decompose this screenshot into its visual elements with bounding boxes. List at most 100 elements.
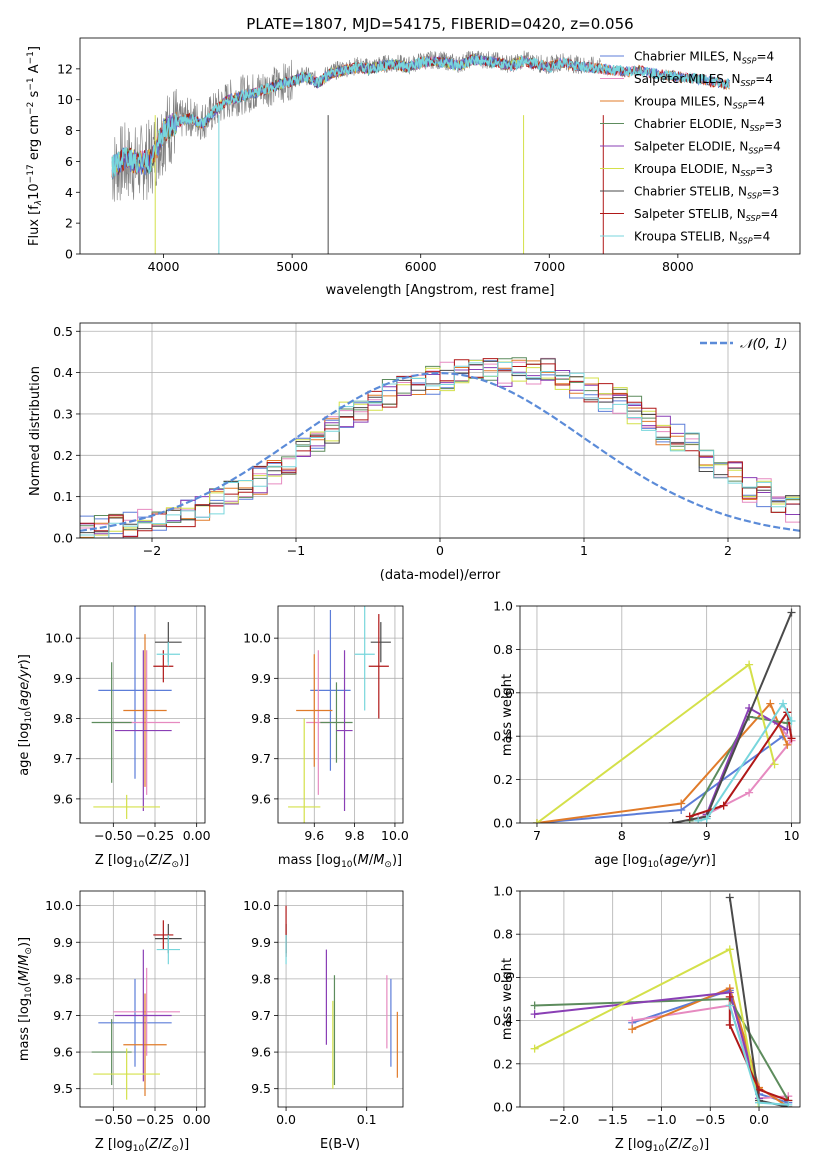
y-tick-label: 0.2 [493,1056,513,1071]
legend-entry: Chabrier STELIB, NSSP=3 [634,185,779,201]
y-tick-label: 9.9 [251,935,271,950]
legend-entry: Salpeter ELODIE, NSSP=4 [634,140,781,156]
y-tick-label: 0.2 [53,448,73,463]
x-tick-label: 9 [703,828,711,843]
y-tick-label: 10.0 [45,898,73,913]
massweight-point-marker [779,699,788,708]
x-tick-label: 0.1 [357,1112,377,1127]
x-tick-label: 5000 [276,259,308,274]
y-tick-label: 12 [57,61,73,76]
residual-histogram [80,361,800,538]
x-tick-label: 0.00 [183,1112,211,1127]
x-tick-label: −0.50 [94,828,132,843]
observed-spectrum-line [111,50,601,202]
normal-reference-curve [80,371,800,532]
y-tick-label: 0.3 [53,406,73,421]
massweight-point-marker [725,945,734,954]
svg-text:mass [log10(M/M⊙)]: mass [log10(M/M⊙)] [278,853,402,870]
massweight-point-marker [784,1100,793,1107]
ageZ-ylabel: age [log10(age/yr)] [17,654,34,776]
massweight-point-marker [766,699,775,708]
x-tick-label: −0.5 [695,1112,725,1127]
y-tick-label: 1.0 [493,884,513,899]
residual-histogram [80,358,800,538]
y-tick-label: 10.0 [243,898,271,913]
spectrum-ylabel: Flux [fλ10−17 erg cm−2 s−1 A−1] [26,46,44,246]
x-tick-label: 4000 [148,259,180,274]
legend-entry: Kroupa ELODIE, NSSP=3 [634,162,773,178]
x-tick-label: 8 [618,828,626,843]
massZ-ylabel: mass [log10(M/M⊙)] [17,937,34,1061]
y-tick-label: 9.9 [251,671,271,686]
y-tick-label: 9.6 [53,1045,73,1060]
svg-text:Flux [fλ10−17 erg cm−2 s−1 A−1: Flux [fλ10−17 erg cm−2 s−1 A−1] [26,46,44,246]
x-tick-label: 0.0 [749,1112,769,1127]
massweight-point-marker [694,816,703,823]
y-tick-label: 9.9 [53,671,73,686]
legend-entry: Chabrier MILES, NSSP=4 [634,50,774,66]
y-tick-label: 6 [65,154,73,169]
y-tick-label: 9.6 [251,1045,271,1060]
svg-text:age [log10(age/yr)]: age [log10(age/yr)] [17,654,34,776]
massweight-series-line [697,701,793,822]
y-tick-label: 9.6 [251,791,271,806]
x-tick-label: −0.25 [136,828,174,843]
legend-entry: Chabrier ELODIE, NSSP=3 [634,117,782,133]
massweight-point-marker [532,819,541,823]
spectrum-xlabel: wavelength [Angstrom, rest frame] [326,283,555,298]
svg-text:Z [log10(Z/Z⊙)]: Z [log10(Z/Z⊙)] [615,1137,709,1154]
x-tick-label: 2 [724,543,732,558]
x-tick-label: −0.50 [94,1112,132,1127]
y-tick-label: 9.7 [53,751,73,766]
massweight-point-marker [530,1001,539,1010]
plot-frame [277,605,404,824]
y-tick-label: 9.8 [251,971,271,986]
residuals-panel: −2 −1 0 1 2 0.0 0.1 0.2 0.3 0.4 0.5 [53,322,801,558]
x-tick-label: 1 [580,543,588,558]
x-tick-label: −1.5 [598,1112,628,1127]
y-tick-label: 4 [65,185,73,200]
massweight-point-marker [702,814,711,823]
x-tick-label: −1.0 [646,1112,676,1127]
mwAge-ylabel: mass weight [500,674,515,756]
ageM-xlabel: mass [log10(M/M⊙)] [278,853,402,870]
plot-frame [277,890,404,1108]
y-tick-label: 0.0 [493,816,513,831]
massE-xlabel: E(B-V) [320,1137,360,1152]
x-tick-label: 7000 [533,259,565,274]
mwAge-xlabel: age [log10(age/yr)] [594,853,716,870]
massweight-point-marker [725,1001,734,1010]
figure-title: PLATE=1807, MJD=54175, FIBERID=0420, z=0… [246,15,633,33]
svg-text:mass [log10(M/M⊙)]: mass [log10(M/M⊙)] [17,937,34,1061]
ageZ-xlabel: Z [log10(Z/Z⊙)] [95,853,189,870]
massweight-series-line [536,662,776,823]
y-tick-label: 8 [65,123,73,138]
y-tick-label: 0.4 [493,1013,513,1028]
y-tick-label: 9.9 [53,935,73,950]
legend-entry: Kroupa STELIB, NSSP=4 [634,230,770,246]
massweight-series-line [631,986,789,1107]
massweight-point-marker [787,608,796,617]
spectrum-legend: Chabrier MILES, NSSP=4 Salpeter MILES, NS… [600,50,782,246]
massweight-point-marker [719,801,728,810]
plot-frame [519,605,801,824]
y-tick-label: 0.4 [493,729,513,744]
y-tick-label: 0.0 [53,531,73,546]
massweight-point-marker [745,660,754,669]
massweight-point-marker [685,812,694,821]
y-tick-label: 0 [65,247,73,262]
mass-vs-ebv-panel: 0.0 0.1 9.5 9.6 9.7 9.8 9.9 10.0 [243,890,404,1127]
massweight-series-line [534,947,760,1107]
massweight-point-marker [530,1010,539,1019]
massweight-point-marker [725,992,734,1001]
y-tick-label: 9.5 [53,1081,73,1096]
massweight-point-marker [628,1025,637,1034]
y-tick-label: 1.0 [493,599,513,614]
y-tick-label: 10.0 [45,631,73,646]
plot-frame [79,322,801,539]
massweight-point-marker [677,799,686,808]
massweight-point-marker [770,760,779,769]
y-tick-label: 0.8 [493,642,513,657]
y-tick-label: 0.5 [53,324,73,339]
